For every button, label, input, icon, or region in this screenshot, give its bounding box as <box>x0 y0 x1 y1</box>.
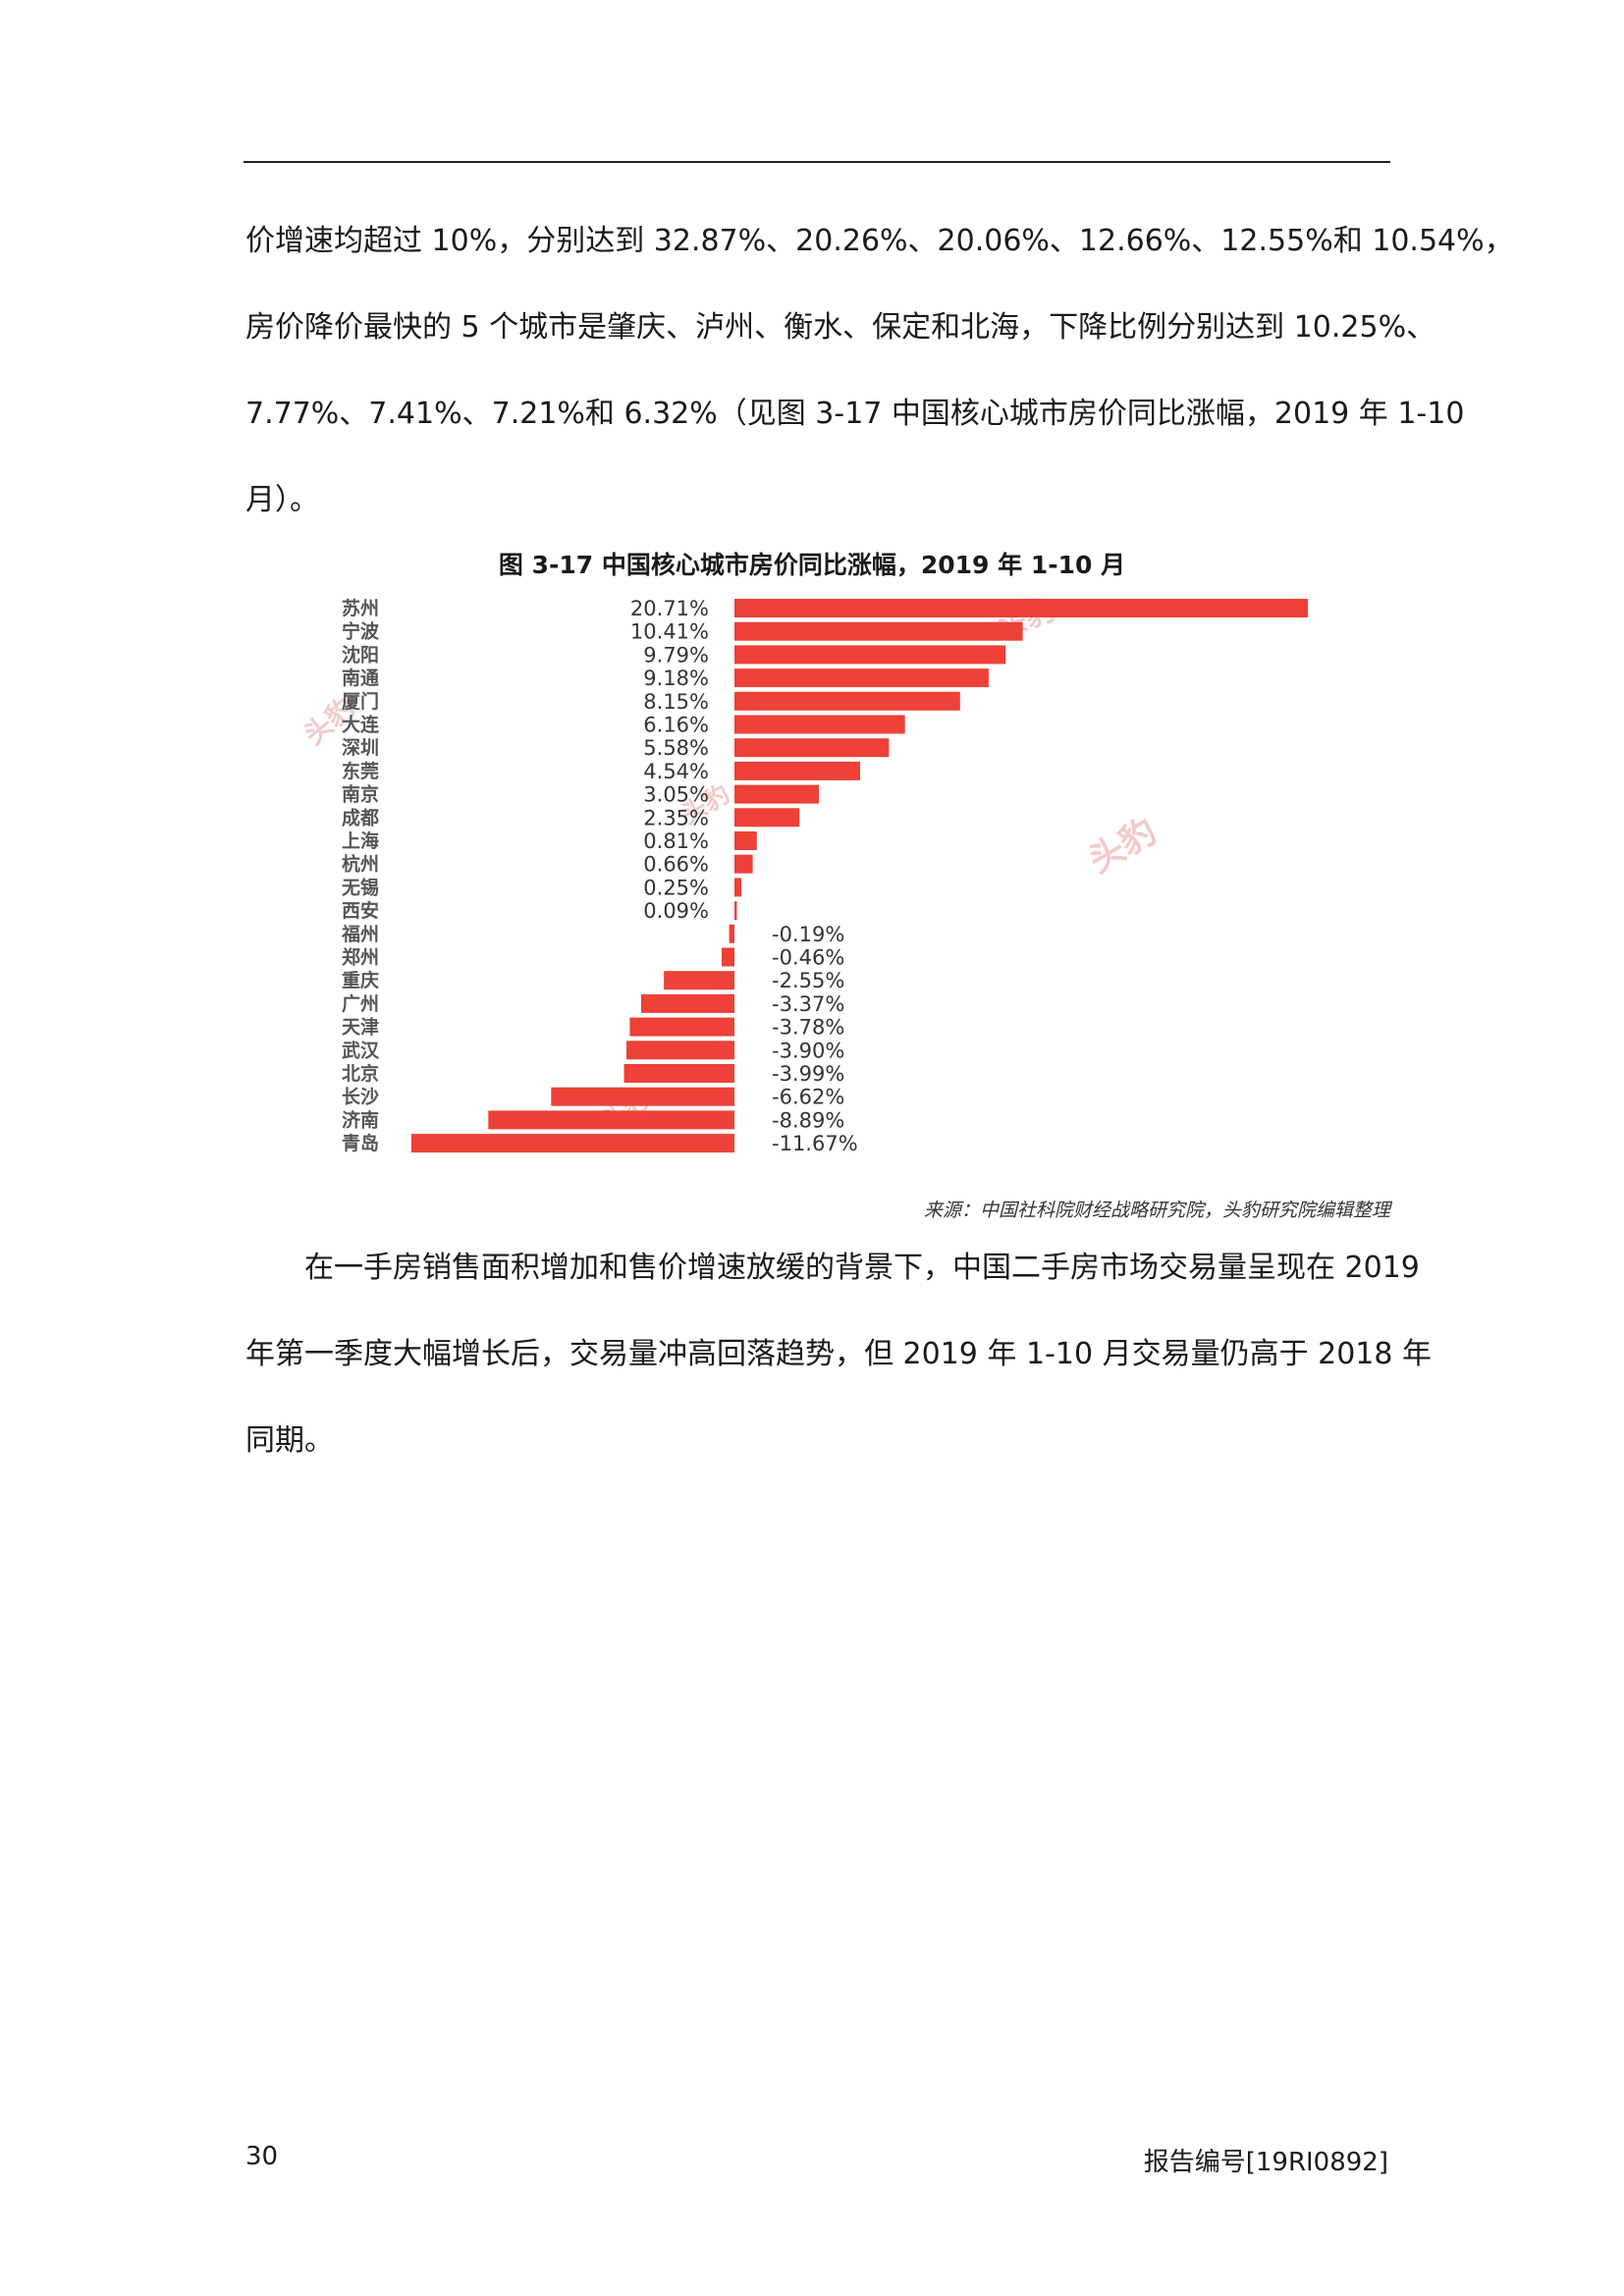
bar-苏州 <box>734 599 1308 617</box>
bar-宁波 <box>734 621 1023 641</box>
paragraph-line: 月）。 <box>245 483 319 517</box>
paragraph-line: 年第一季度大幅增长后，交易量冲高回落趋势，但 2019 年 1-10 月交易量仍… <box>245 1337 1432 1371</box>
data-label: 2.35% <box>643 806 709 829</box>
bar-北京 <box>623 1064 734 1083</box>
category-label: 厦门 <box>342 690 379 713</box>
category-label: 长沙 <box>342 1087 379 1108</box>
category-label: 郑州 <box>342 947 379 969</box>
data-label: -3.90% <box>772 1039 844 1062</box>
page-number: 30 <box>245 2142 279 2171</box>
bar-无锡 <box>734 878 741 897</box>
category-label: 南京 <box>342 783 379 806</box>
figure-source: 来源：中国社科院财经战略研究院，头豹研究院编辑整理 <box>923 1200 1390 1221</box>
data-label: 5.58% <box>643 736 709 760</box>
header-rule <box>244 161 1390 163</box>
category-label: 济南 <box>342 1108 379 1131</box>
paragraph-line: 同期。 <box>245 1423 334 1458</box>
bar-重庆 <box>664 971 734 990</box>
category-label: 天津 <box>342 1016 379 1039</box>
watermark: 头豹 <box>1082 811 1164 881</box>
bar-青岛 <box>410 1134 734 1153</box>
category-label: 青岛 <box>342 1132 379 1154</box>
data-label: 8.15% <box>643 690 709 714</box>
bar-南京 <box>734 784 819 804</box>
category-label: 重庆 <box>342 969 379 991</box>
category-label: 武汉 <box>342 1040 380 1061</box>
bar-天津 <box>629 1017 734 1037</box>
data-label: -3.78% <box>772 1016 844 1040</box>
data-label: 9.18% <box>643 667 709 690</box>
data-label: 0.66% <box>643 853 709 877</box>
bar-长沙 <box>551 1087 734 1106</box>
bar-厦门 <box>734 691 960 711</box>
data-label: -0.19% <box>772 923 844 946</box>
data-label: -11.67% <box>772 1132 858 1155</box>
category-label: 大连 <box>342 714 380 736</box>
data-label: 9.79% <box>643 643 709 667</box>
data-label: 3.05% <box>643 783 709 807</box>
data-label: -3.99% <box>772 1062 844 1086</box>
bar-东莞 <box>734 761 860 780</box>
bar-成都 <box>734 808 800 828</box>
data-label: -0.46% <box>772 946 844 970</box>
data-label: 20.71% <box>630 597 709 620</box>
bar-郑州 <box>722 947 734 967</box>
data-label: -8.89% <box>772 1108 844 1132</box>
body-paragraph-1: 价增速均超过 10%，分别达到 32.87%、20.26%、20.06%、12.… <box>245 198 1514 544</box>
bar-武汉 <box>626 1041 734 1060</box>
category-label: 南通 <box>342 667 380 689</box>
bar-上海 <box>734 831 757 850</box>
category-label: 深圳 <box>342 736 379 759</box>
category-label: 东莞 <box>342 760 379 782</box>
bar-福州 <box>729 924 734 943</box>
paragraph-line: 房价降价最快的 5 个城市是肇庆、泸州、衡水、保定和北海，下降比例分别达到 10… <box>245 310 1436 345</box>
data-label: -6.62% <box>772 1086 844 1109</box>
data-label: -3.37% <box>772 992 844 1016</box>
paragraph-line: 在一手房销售面积增加和售价增速放缓的背景下，中国二手房市场交易量呈现在 2019 <box>304 1251 1420 1285</box>
data-label: 6.16% <box>643 714 709 737</box>
category-label: 北京 <box>342 1062 379 1085</box>
category-label: 宁波 <box>342 620 380 643</box>
data-label: 0.81% <box>643 829 709 853</box>
labels-group: 苏州 20.71% 宁波 10.41% 沈阳 9.79% 南通 9.18% 厦门 8.15% 大连 6… <box>341 597 858 1155</box>
category-label: 无锡 <box>342 876 379 898</box>
bars-group <box>410 599 1308 1153</box>
bar-南通 <box>734 668 989 688</box>
figure-title: 图 3-17 中国核心城市房价同比涨幅，2019 年 1-10 月 <box>498 551 1126 579</box>
bar-大连 <box>734 715 905 734</box>
data-label: -2.55% <box>772 969 844 992</box>
category-label: 西安 <box>342 899 379 922</box>
paragraph-line: 价增速均超过 10%，分别达到 32.87%、20.26%、20.06%、12.… <box>245 224 1514 258</box>
category-label: 苏州 <box>342 597 379 619</box>
bar-济南 <box>488 1110 734 1130</box>
report-number: 报告编号[19RI0892] <box>1143 2148 1388 2177</box>
bar-广州 <box>641 993 734 1013</box>
data-label: 0.25% <box>643 876 709 899</box>
data-label: 4.54% <box>643 760 709 783</box>
data-label: 0.09% <box>643 899 709 923</box>
bar-沈阳 <box>734 645 1006 665</box>
data-label: 10.41% <box>630 620 709 644</box>
bar-西安 <box>734 901 737 921</box>
body-paragraph-2: 在一手房销售面积增加和售价增速放缓的背景下，中国二手房市场交易量呈现在 2019… <box>245 1225 1432 1484</box>
category-label: 沈阳 <box>342 643 379 666</box>
bar-杭州 <box>734 854 753 874</box>
category-label: 福州 <box>341 923 379 945</box>
category-label: 杭州 <box>342 853 379 876</box>
bar-深圳 <box>734 738 890 758</box>
category-label: 成都 <box>342 806 379 828</box>
category-label: 广州 <box>342 992 379 1015</box>
paragraph-line: 7.77%、7.41%、7.21%和 6.32%（见图 3-17 中国核心城市房… <box>245 397 1465 431</box>
category-label: 上海 <box>342 829 379 852</box>
